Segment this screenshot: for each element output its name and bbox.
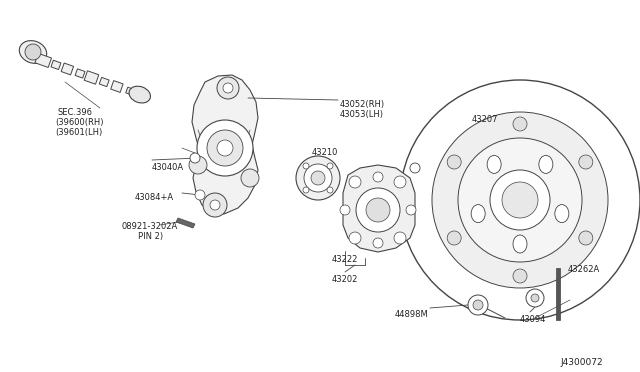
Circle shape: [223, 83, 233, 93]
Circle shape: [526, 289, 544, 307]
Circle shape: [400, 80, 640, 320]
Bar: [556, 268, 560, 320]
Circle shape: [458, 138, 582, 262]
Circle shape: [203, 193, 227, 217]
Circle shape: [373, 172, 383, 182]
Circle shape: [579, 155, 593, 169]
Circle shape: [432, 112, 608, 288]
Text: 43207: 43207: [472, 115, 499, 124]
Circle shape: [394, 176, 406, 188]
Ellipse shape: [19, 41, 47, 63]
Polygon shape: [99, 77, 109, 87]
Text: 43222: 43222: [332, 255, 358, 264]
Circle shape: [502, 182, 538, 218]
Polygon shape: [61, 63, 74, 75]
Circle shape: [296, 156, 340, 200]
Circle shape: [447, 231, 461, 245]
Circle shape: [217, 140, 233, 156]
Circle shape: [190, 153, 200, 163]
Polygon shape: [343, 165, 415, 252]
Circle shape: [468, 295, 488, 315]
Circle shape: [473, 300, 483, 310]
Circle shape: [447, 155, 461, 169]
Circle shape: [217, 77, 239, 99]
Circle shape: [531, 294, 539, 302]
Text: 43210: 43210: [312, 148, 339, 157]
Text: 08921-3202A: 08921-3202A: [122, 222, 179, 231]
Text: 43094: 43094: [520, 315, 547, 324]
Circle shape: [349, 232, 361, 244]
Ellipse shape: [513, 235, 527, 253]
Ellipse shape: [487, 155, 501, 173]
Circle shape: [356, 188, 400, 232]
Circle shape: [366, 198, 390, 222]
Ellipse shape: [539, 155, 553, 173]
Circle shape: [513, 269, 527, 283]
Polygon shape: [111, 81, 123, 92]
Circle shape: [406, 205, 416, 215]
Circle shape: [410, 163, 420, 173]
Text: (39601(LH): (39601(LH): [55, 128, 102, 137]
Text: 43040A: 43040A: [152, 163, 184, 172]
Polygon shape: [75, 69, 85, 78]
Text: 44898M: 44898M: [395, 310, 429, 319]
Circle shape: [195, 190, 205, 200]
Circle shape: [210, 200, 220, 210]
Circle shape: [327, 163, 333, 169]
Text: SEC.396: SEC.396: [58, 108, 93, 117]
Text: 43052(RH): 43052(RH): [340, 100, 385, 109]
Circle shape: [513, 117, 527, 131]
Circle shape: [303, 163, 309, 169]
Text: PIN 2): PIN 2): [138, 232, 163, 241]
Circle shape: [349, 176, 361, 188]
Polygon shape: [192, 75, 258, 214]
Ellipse shape: [471, 205, 485, 222]
Circle shape: [340, 205, 350, 215]
Ellipse shape: [555, 205, 569, 222]
Circle shape: [304, 164, 332, 192]
Polygon shape: [51, 60, 61, 70]
Text: 43053(LH): 43053(LH): [340, 110, 384, 119]
Circle shape: [241, 169, 259, 187]
Circle shape: [490, 170, 550, 230]
Circle shape: [373, 238, 383, 248]
Circle shape: [25, 44, 41, 60]
Circle shape: [327, 187, 333, 193]
Polygon shape: [126, 87, 133, 95]
Text: J4300072: J4300072: [560, 358, 603, 367]
Polygon shape: [84, 71, 99, 84]
Text: 43262A: 43262A: [568, 265, 600, 274]
Circle shape: [579, 231, 593, 245]
Circle shape: [189, 156, 207, 174]
Circle shape: [394, 232, 406, 244]
Polygon shape: [35, 53, 51, 67]
Circle shape: [311, 171, 325, 185]
Circle shape: [207, 130, 243, 166]
Circle shape: [197, 120, 253, 176]
Text: 43202: 43202: [332, 275, 358, 284]
Ellipse shape: [129, 86, 150, 103]
Text: (39600(RH): (39600(RH): [55, 118, 104, 127]
Circle shape: [303, 187, 309, 193]
Polygon shape: [176, 218, 195, 228]
Text: 43084+A: 43084+A: [135, 193, 174, 202]
